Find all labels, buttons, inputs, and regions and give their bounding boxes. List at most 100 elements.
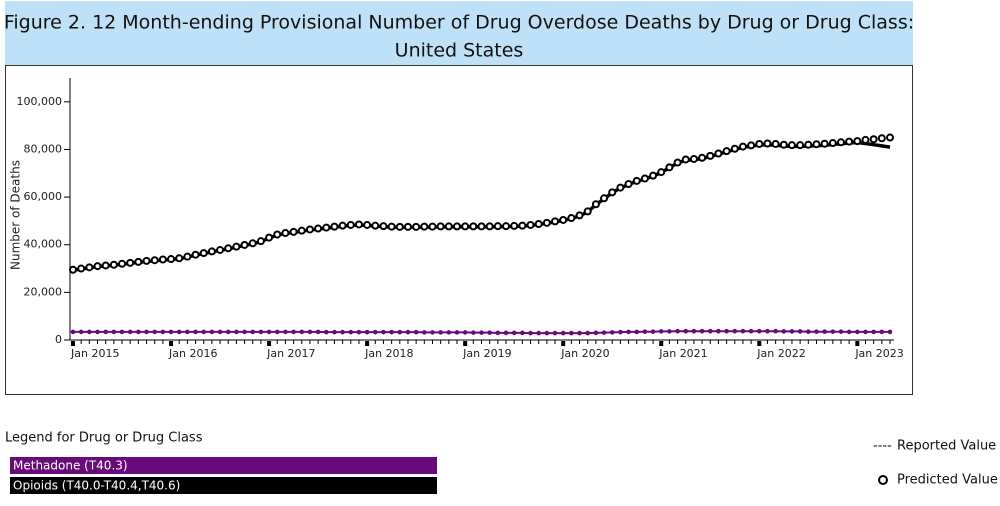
x-tick-major <box>267 341 272 346</box>
predicted-point <box>796 141 805 150</box>
predicted-point <box>446 330 452 335</box>
predicted-point <box>395 222 404 231</box>
predicted-point <box>732 328 738 334</box>
predicted-point <box>436 222 445 231</box>
predicted-point <box>787 141 796 150</box>
predicted-point <box>542 218 551 227</box>
predicted-point <box>387 222 396 231</box>
x-tick-major <box>365 341 370 346</box>
predicted-point <box>95 329 100 335</box>
legend-label: Opioids (T40.0-T40.4,T40.6) <box>13 479 180 493</box>
predicted-point <box>853 137 862 146</box>
predicted-point <box>871 329 876 335</box>
predicted-point <box>103 329 108 335</box>
x-tick-major <box>757 341 762 346</box>
predicted-point <box>511 330 517 336</box>
predicted-point <box>503 330 509 336</box>
predicted-point <box>403 222 412 231</box>
x-tick-label: Jan 2015 <box>70 347 119 360</box>
predicted-point <box>477 222 486 231</box>
title-banner <box>5 1 913 65</box>
predicted-point <box>560 330 566 336</box>
predicted-point <box>755 139 764 148</box>
predicted-point <box>305 225 314 234</box>
predicted-point <box>183 252 192 261</box>
predicted-point <box>830 329 836 334</box>
predicted-point <box>600 194 609 203</box>
predicted-point <box>838 329 844 334</box>
predicted-point <box>681 155 690 164</box>
predicted-point <box>618 329 623 335</box>
predicted-point <box>250 329 256 335</box>
predicted-point <box>452 222 461 231</box>
predicted-point <box>626 329 631 335</box>
predicted-point <box>738 142 747 151</box>
predicted-point <box>493 222 502 231</box>
predicted-point <box>77 264 86 273</box>
predicted-point <box>134 257 143 266</box>
x-tick-major <box>855 341 860 346</box>
predicted-point <box>804 140 813 149</box>
predicted-point <box>430 330 435 335</box>
predicted-point <box>814 329 819 334</box>
predicted-point <box>510 221 519 230</box>
predicted-point <box>820 139 829 148</box>
predicted-point <box>616 183 625 192</box>
predicted-point <box>836 138 845 147</box>
predicted-point <box>338 221 347 230</box>
predicted-point <box>111 329 117 335</box>
predicted-point <box>142 256 151 265</box>
y-tick-label: 0 <box>55 333 62 346</box>
predicted-point <box>299 329 305 335</box>
predicted-point <box>722 147 731 156</box>
predicted-point <box>69 265 77 274</box>
predicted-point <box>363 220 372 229</box>
predicted-point <box>879 329 885 335</box>
predicted-point <box>812 140 821 149</box>
predicted-point <box>127 329 133 335</box>
predicted-point <box>887 329 893 335</box>
predicted-point <box>291 329 296 335</box>
x-tick-label: Jan 2022 <box>756 347 805 360</box>
predicted-point <box>632 176 641 185</box>
predicted-point <box>855 329 860 335</box>
predicted-point <box>673 158 682 167</box>
predicted-point <box>748 328 754 334</box>
predicted-point <box>591 200 600 209</box>
legend-title: Legend for Drug or Drug Class <box>5 431 203 446</box>
predicted-point <box>371 221 380 230</box>
predicted-point <box>234 329 239 335</box>
predicted-point <box>201 329 207 335</box>
predicted-point <box>724 328 729 334</box>
predicted-point <box>520 330 525 336</box>
predicted-point <box>771 139 780 148</box>
predicted-point <box>209 329 215 335</box>
predicted-point <box>168 329 174 335</box>
predicted-point <box>265 233 274 242</box>
predicted-point <box>675 328 680 334</box>
predicted-point <box>340 329 345 335</box>
predicted-point <box>307 329 313 335</box>
predicted-point <box>536 330 541 336</box>
x-tick-major <box>71 341 75 346</box>
predicted-point <box>70 329 76 335</box>
predicted-point <box>266 329 272 335</box>
predicted-point <box>346 220 355 229</box>
predicted-point <box>534 220 543 229</box>
predicted-point <box>454 330 460 335</box>
y-axis-label: Number of Deaths <box>9 160 23 270</box>
predicted-point <box>706 151 715 160</box>
predicted-point <box>779 140 788 149</box>
predicted-point <box>667 329 672 334</box>
predicted-point <box>869 135 878 144</box>
predicted-point <box>657 168 666 177</box>
predicted-point <box>405 329 411 335</box>
predicted-point <box>518 221 527 230</box>
predicted-point <box>577 330 582 336</box>
predicted-point <box>863 329 868 335</box>
predicted-point <box>699 328 705 334</box>
x-tick-label: Jan 2023 <box>854 347 903 360</box>
predicted-point <box>551 217 560 226</box>
predicted-point <box>93 262 102 271</box>
predicted-point <box>756 328 762 334</box>
